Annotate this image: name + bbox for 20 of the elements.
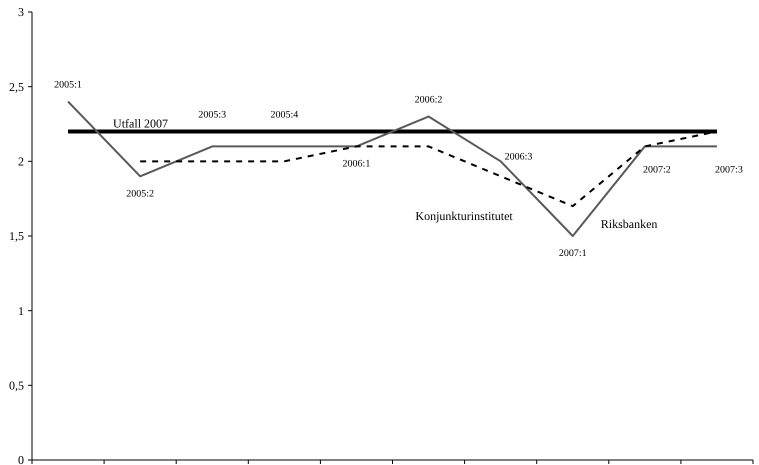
series-label: Riksbanken [600, 217, 658, 231]
x-tick-label: 2006:2 [414, 94, 442, 106]
x-tick-label: 2005:2 [126, 188, 154, 200]
x-tick-label: 2007:2 [642, 164, 671, 176]
text: Konjunkturinstitutet [415, 209, 514, 224]
x-tick-label: 2007:3 [715, 164, 743, 176]
x-tick-label: 2005:1 [54, 80, 82, 91]
x-tick-label: 2007:1 [558, 248, 587, 259]
y-tick-label: 2,5 [9, 80, 24, 94]
y-tick-label: 3 [18, 5, 24, 20]
y-tick-label: 0 [18, 453, 24, 465]
y-tick-label: 1 [18, 304, 24, 318]
y-tick-label: 2 [18, 154, 24, 169]
x-tick-label: 2006:3 [504, 151, 532, 162]
y-tick-label: 0,5 [9, 378, 24, 393]
x-tick-label: 2006:1 [342, 158, 370, 170]
x-tick-label: 2005:3 [198, 109, 226, 120]
x-tick-label: 2005:4 [270, 109, 298, 120]
y-tick-label: 1,5 [9, 229, 24, 244]
ref-line-label: Utfall 2007 [113, 116, 168, 130]
